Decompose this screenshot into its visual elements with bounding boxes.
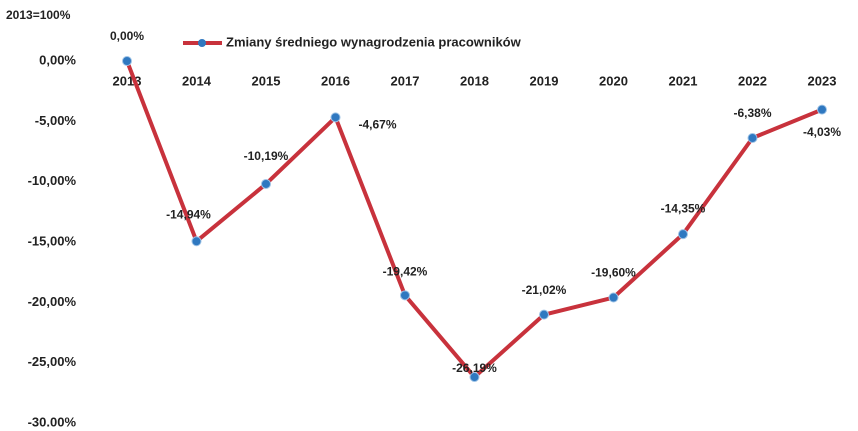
point — [261, 178, 271, 189]
y-tick-label: 0,00% — [39, 52, 76, 67]
series-line — [125, 60, 823, 380]
point — [122, 56, 132, 66]
point — [191, 236, 202, 247]
y-tick-label: -10,00% — [28, 173, 77, 188]
y-tick-label: -15,00% — [28, 233, 77, 248]
point — [747, 132, 758, 143]
data-label: -14,35% — [661, 201, 706, 215]
data-label: -6,38% — [733, 106, 771, 120]
x-tick-label: 2021 — [669, 73, 698, 88]
y-tick-label: -25,00% — [28, 354, 77, 369]
data-label: -19,60% — [591, 266, 636, 280]
point — [330, 112, 341, 123]
data-label: -19,42% — [383, 265, 428, 279]
data-label: -4,67% — [358, 118, 396, 132]
x-tick-label: 2015 — [252, 73, 281, 88]
x-tick-label: 2020 — [599, 73, 628, 88]
x-tick-label: 2018 — [460, 73, 489, 88]
point — [469, 372, 480, 383]
x-tick-label: 2019 — [530, 73, 559, 88]
data-label: -4,03% — [803, 125, 841, 139]
y-tick-label: -5,00% — [35, 113, 77, 128]
data-label: -10,19% — [244, 149, 289, 163]
x-tick-label: 2022 — [738, 73, 767, 88]
point — [678, 229, 688, 240]
x-tick-label: 2014 — [182, 73, 212, 88]
x-tick-label: 2016 — [321, 73, 350, 88]
point — [608, 292, 619, 303]
legend-label: Zmiany średniego wynagrodzenia pracownik… — [226, 34, 522, 49]
y-tick-label: -20,00% — [28, 294, 77, 309]
data-label: -21,02% — [522, 283, 567, 297]
x-tick-label: 2023 — [808, 73, 837, 88]
data-label: -14,94% — [166, 207, 211, 221]
point — [817, 104, 827, 115]
y-tick-label: -30.00% — [28, 414, 77, 429]
x-tick-label: 2017 — [391, 73, 420, 88]
legend-marker — [198, 39, 206, 47]
point — [400, 290, 410, 301]
y-axis-label: 2013=100% — [6, 8, 71, 22]
point — [539, 309, 549, 320]
data-label: -26,19% — [452, 361, 497, 375]
data-label: 0,00% — [110, 29, 144, 43]
